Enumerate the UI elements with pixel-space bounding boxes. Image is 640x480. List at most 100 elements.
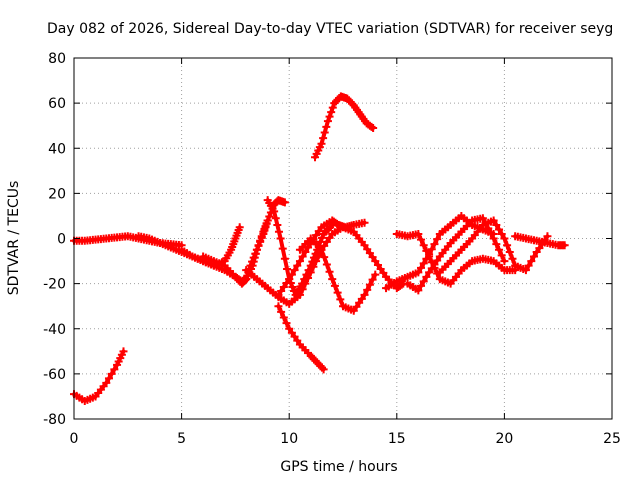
data-point: [273, 220, 282, 229]
data-point: [430, 240, 439, 249]
series-arc-i: [274, 216, 369, 299]
data-point: [104, 374, 113, 383]
data-point: [419, 241, 428, 250]
data-point: [425, 250, 434, 259]
data-point: [320, 128, 329, 137]
data-point: [365, 280, 374, 289]
data-point: [110, 365, 119, 374]
data-point: [360, 218, 369, 227]
data-point: [298, 252, 307, 261]
y-tick-label: 40: [48, 141, 66, 157]
data-point: [427, 245, 436, 254]
data-point: [295, 257, 304, 266]
data-point: [360, 290, 369, 299]
data-point: [333, 288, 342, 297]
data-point: [417, 281, 426, 290]
data-point: [489, 234, 498, 243]
grid: [74, 58, 612, 419]
chart-title: Day 082 of 2026, Sidereal Day-to-day VTE…: [47, 21, 613, 37]
data-point: [319, 134, 328, 143]
data-point: [505, 248, 514, 257]
data-point: [369, 123, 378, 132]
data-point: [306, 261, 315, 270]
data-point: [246, 261, 255, 270]
data-point: [274, 227, 283, 236]
data-point: [287, 270, 296, 279]
x-tick-label: 20: [495, 431, 513, 447]
data-point: [254, 241, 263, 250]
data-point: [524, 261, 533, 270]
data-point: [417, 235, 426, 244]
data-point: [102, 378, 111, 387]
data-point: [422, 272, 431, 281]
y-tick-label: 20: [48, 186, 66, 202]
series-layer: [70, 92, 569, 405]
data-point: [252, 245, 261, 254]
data-point: [486, 229, 495, 238]
data-point: [497, 229, 506, 238]
data-point: [317, 245, 326, 254]
series-arc-n: [403, 214, 509, 295]
data-point: [320, 253, 329, 262]
y-tick-label: -20: [43, 277, 66, 293]
x-tick-label: 15: [388, 431, 406, 447]
data-point: [279, 313, 288, 322]
data-point: [368, 275, 377, 284]
data-point: [300, 275, 309, 284]
data-point: [492, 240, 501, 249]
data-point: [316, 237, 325, 246]
data-point: [285, 275, 294, 284]
y-tick-label: 80: [48, 51, 66, 67]
data-point: [298, 279, 307, 288]
data-point: [290, 266, 299, 275]
data-point: [527, 257, 536, 266]
data-point: [235, 223, 244, 232]
x-tick-label: 10: [280, 431, 298, 447]
data-point: [319, 365, 328, 374]
data-point: [278, 244, 287, 253]
data-point: [283, 264, 292, 273]
data-point: [495, 225, 504, 234]
data-point: [251, 249, 260, 258]
data-point: [414, 229, 423, 238]
x-axis-label: GPS time / hours: [280, 459, 397, 475]
data-point: [107, 369, 116, 378]
data-point: [478, 214, 487, 223]
data-point: [249, 253, 258, 262]
data-point: [302, 270, 311, 279]
data-point: [500, 257, 509, 266]
data-point: [419, 277, 428, 286]
data-point: [276, 234, 285, 243]
y-tick-label: 0: [57, 232, 66, 248]
data-point: [521, 266, 530, 275]
data-point: [323, 117, 332, 126]
data-point: [241, 276, 250, 285]
data-point: [336, 295, 345, 304]
data-point: [330, 281, 339, 290]
data-point: [543, 232, 552, 241]
data-point: [492, 220, 501, 229]
data-point: [293, 261, 302, 270]
data-point: [327, 108, 336, 117]
y-tick-label: 60: [48, 96, 66, 112]
data-point: [371, 270, 380, 279]
data-point: [288, 283, 297, 292]
x-tick-label: 5: [177, 431, 186, 447]
data-point: [417, 263, 426, 272]
x-tick-label: 0: [70, 431, 79, 447]
series-arc-j: [295, 234, 380, 315]
series-arc-m: [382, 211, 498, 293]
y-axis-label: SDTVAR / TECUs: [6, 181, 22, 296]
y-tick-label: -80: [43, 412, 66, 428]
series-arc-e: [199, 216, 272, 288]
ticks: 0 5 10 15 20 25 -80 -60 -40 -20 0 20 40 60 80: [43, 51, 621, 447]
data-point: [280, 198, 289, 207]
series-arc-h: [274, 302, 328, 374]
data-point: [489, 216, 498, 225]
data-point: [271, 214, 280, 223]
data-point: [256, 236, 265, 245]
data-point: [311, 249, 320, 258]
data-point: [304, 266, 313, 275]
data-point: [367, 122, 376, 131]
